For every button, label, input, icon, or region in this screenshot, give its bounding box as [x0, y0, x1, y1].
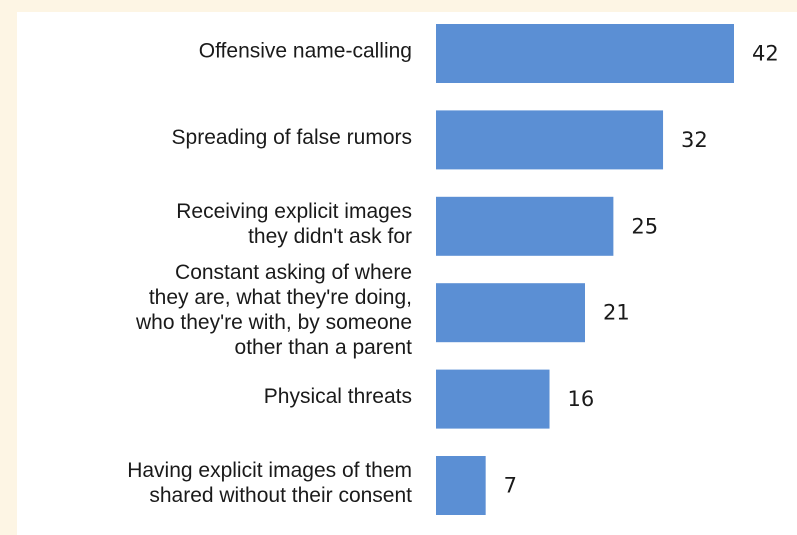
bar-3	[436, 283, 585, 343]
category-label-0: Offensive name-calling	[199, 40, 412, 63]
bar-4	[436, 369, 550, 429]
category-label-5: Having explicit images of them shared wit…	[127, 459, 412, 507]
value-label-3: 21	[603, 301, 630, 325]
category-label-3: Constant asking of where they are, what t…	[135, 261, 412, 359]
category-label-1: Spreading of false rumors	[172, 126, 412, 149]
value-label-0: 42	[752, 42, 779, 66]
value-label-1: 32	[681, 128, 708, 152]
bar-1	[436, 110, 664, 170]
value-label-5: 7	[504, 474, 517, 498]
value-label-2: 25	[631, 214, 658, 238]
bar-5	[436, 456, 486, 515]
bar-2	[436, 196, 614, 256]
chart-panel	[17, 12, 797, 535]
value-label-4: 16	[568, 387, 595, 411]
category-label-2: Receiving explicit images they didn't ask…	[176, 200, 412, 248]
category-label-4: Physical threats	[264, 385, 412, 408]
bar-0	[436, 24, 734, 83]
